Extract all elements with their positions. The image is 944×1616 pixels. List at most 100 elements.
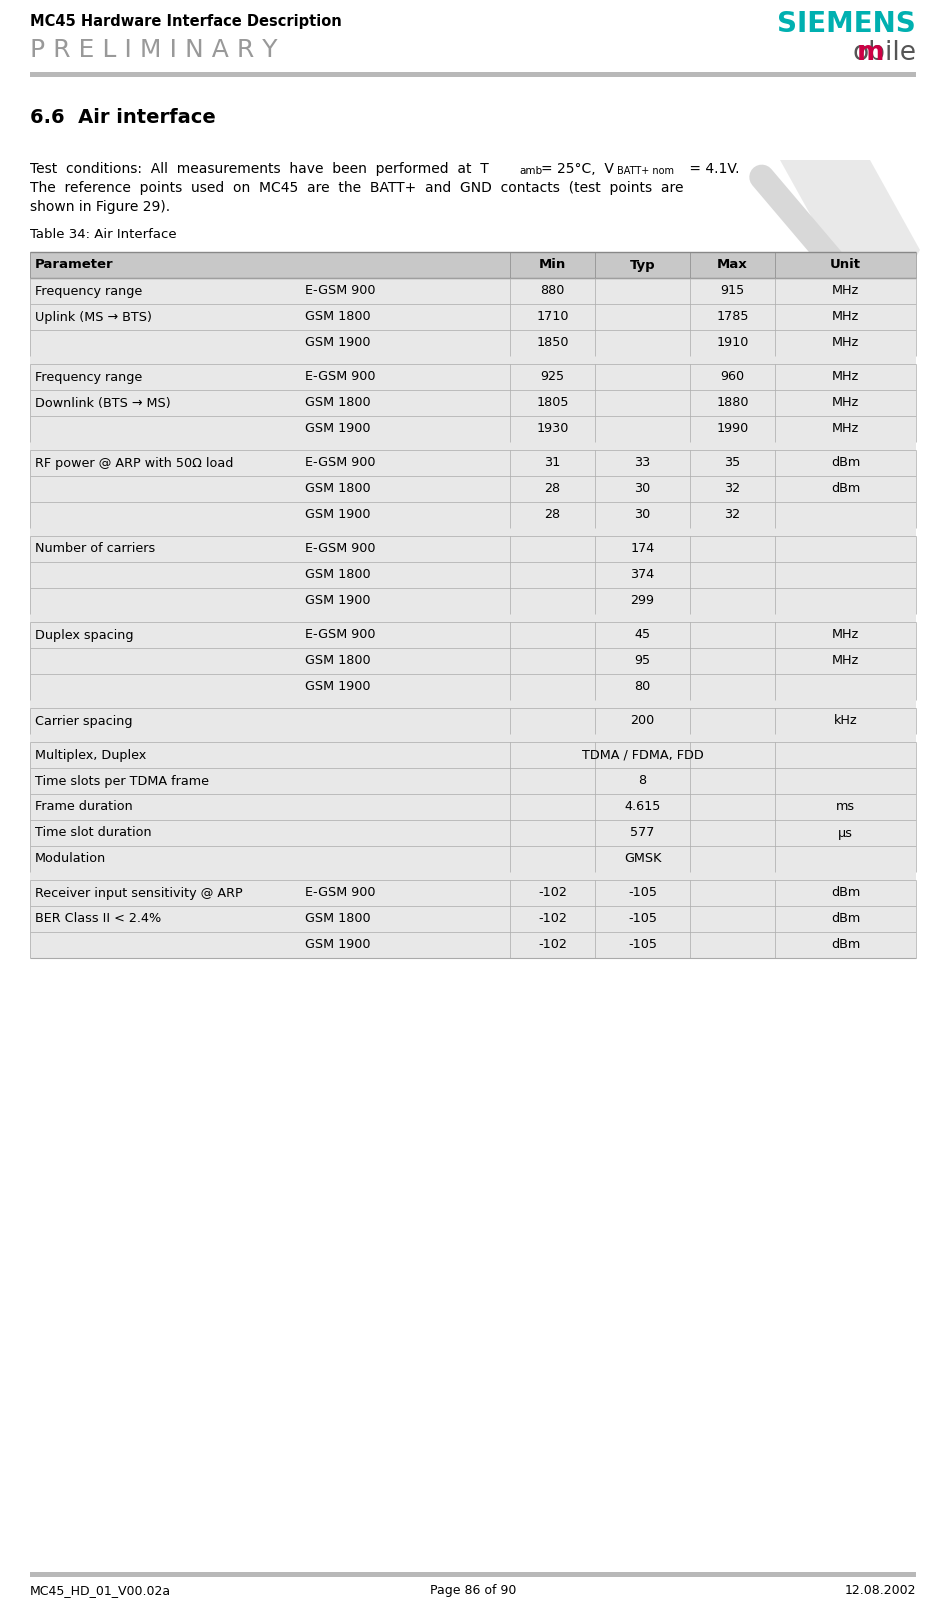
Text: ms: ms	[836, 800, 855, 813]
Text: 8: 8	[638, 774, 647, 787]
Text: GSM 1900: GSM 1900	[305, 509, 370, 522]
Text: Test  conditions:  All  measurements  have  been  performed  at  T: Test conditions: All measurements have b…	[30, 162, 489, 176]
Text: MHz: MHz	[832, 422, 859, 435]
Text: 915: 915	[720, 284, 745, 297]
Text: E-GSM 900: E-GSM 900	[305, 543, 376, 556]
Text: 1880: 1880	[716, 396, 749, 409]
Text: m: m	[857, 40, 885, 66]
Text: Uplink (MS → BTS): Uplink (MS → BTS)	[35, 310, 152, 323]
Bar	[30, 252, 916, 278]
Text: E-GSM 900: E-GSM 900	[305, 370, 376, 383]
Text: 32: 32	[724, 509, 740, 522]
Text: E-GSM 900: E-GSM 900	[305, 629, 376, 642]
Text: Frequency range: Frequency range	[35, 370, 143, 383]
Text: GSM 1800: GSM 1800	[305, 654, 371, 667]
Bar	[30, 73, 916, 78]
Text: Downlink (BTS → MS): Downlink (BTS → MS)	[35, 396, 171, 409]
Text: GSM 1900: GSM 1900	[305, 680, 370, 693]
Text: MHz: MHz	[832, 654, 859, 667]
Text: Receiver input sensitivity @ ARP: Receiver input sensitivity @ ARP	[35, 887, 243, 900]
Text: 1710: 1710	[536, 310, 568, 323]
Text: 1930: 1930	[536, 422, 568, 435]
Text: MHz: MHz	[832, 336, 859, 349]
Text: 28: 28	[545, 483, 561, 496]
Text: Max: Max	[717, 259, 748, 271]
Text: = 4.1V.: = 4.1V.	[685, 162, 739, 176]
Text: 95: 95	[634, 654, 650, 667]
Text: 960: 960	[720, 370, 745, 383]
Text: MHz: MHz	[832, 370, 859, 383]
Text: GSM 1800: GSM 1800	[305, 483, 371, 496]
Text: dBm: dBm	[831, 913, 860, 926]
Text: MC45 Hardware Interface Description: MC45 Hardware Interface Description	[30, 15, 342, 29]
Text: E-GSM 900: E-GSM 900	[305, 284, 376, 297]
Text: 30: 30	[634, 509, 650, 522]
Text: 299: 299	[631, 595, 654, 608]
Text: = 25°C,  V: = 25°C, V	[541, 162, 614, 176]
Text: 30: 30	[634, 483, 650, 496]
Text: Duplex spacing: Duplex spacing	[35, 629, 133, 642]
Text: Multiplex, Duplex: Multiplex, Duplex	[35, 748, 146, 761]
Bar	[30, 1572, 916, 1577]
Text: Frame duration: Frame duration	[35, 800, 133, 813]
Text: 80: 80	[634, 680, 650, 693]
Text: Frequency range: Frequency range	[35, 284, 143, 297]
Text: -102: -102	[538, 939, 567, 952]
Text: Page 86 of 90: Page 86 of 90	[430, 1584, 516, 1597]
Text: 1805: 1805	[536, 396, 568, 409]
Text: Typ: Typ	[630, 259, 655, 271]
Text: -102: -102	[538, 913, 567, 926]
Text: 45: 45	[634, 629, 650, 642]
Text: 6.6  Air interface: 6.6 Air interface	[30, 108, 216, 128]
Text: obile: obile	[852, 40, 916, 66]
Text: shown in Figure 29).: shown in Figure 29).	[30, 200, 170, 213]
Text: Time slot duration: Time slot duration	[35, 826, 152, 839]
Text: GSM 1800: GSM 1800	[305, 396, 371, 409]
Text: BATT+ nom: BATT+ nom	[617, 166, 674, 176]
Text: 12.08.2002: 12.08.2002	[845, 1584, 916, 1597]
Text: The  reference  points  used  on  MC45  are  the  BATT+  and  GND  contacts  (te: The reference points used on MC45 are th…	[30, 181, 683, 196]
Text: 374: 374	[631, 569, 654, 582]
Text: 1910: 1910	[716, 336, 749, 349]
Text: amb: amb	[519, 166, 542, 176]
Text: dBm: dBm	[831, 939, 860, 952]
Text: 35: 35	[724, 456, 741, 470]
Text: Modulation: Modulation	[35, 853, 107, 866]
Text: GSM 1800: GSM 1800	[305, 310, 371, 323]
Text: Number of carriers: Number of carriers	[35, 543, 155, 556]
Text: BER Class II < 2.4%: BER Class II < 2.4%	[35, 913, 161, 926]
Text: 200: 200	[631, 714, 654, 727]
Text: 1785: 1785	[716, 310, 749, 323]
Text: TDMA / FDMA, FDD: TDMA / FDMA, FDD	[582, 748, 703, 761]
Text: 880: 880	[540, 284, 565, 297]
Text: P R E L I M I N A R Y: P R E L I M I N A R Y	[30, 39, 278, 61]
Text: -105: -105	[628, 939, 657, 952]
Text: 32: 32	[724, 483, 740, 496]
Text: 28: 28	[545, 509, 561, 522]
Text: MC45_HD_01_V00.02a: MC45_HD_01_V00.02a	[30, 1584, 171, 1597]
Text: dBm: dBm	[831, 887, 860, 900]
Text: Time slots per TDMA frame: Time slots per TDMA frame	[35, 774, 209, 787]
Text: Carrier spacing: Carrier spacing	[35, 714, 132, 727]
Text: MHz: MHz	[832, 629, 859, 642]
Text: 33: 33	[634, 456, 650, 470]
Text: -105: -105	[628, 913, 657, 926]
Text: Parameter: Parameter	[35, 259, 113, 271]
Text: GSM 1900: GSM 1900	[305, 595, 370, 608]
Text: MHz: MHz	[832, 396, 859, 409]
Text: GSM 1900: GSM 1900	[305, 939, 370, 952]
Text: GSM 1800: GSM 1800	[305, 569, 371, 582]
Text: Unit: Unit	[830, 259, 861, 271]
Polygon shape	[780, 160, 920, 339]
Text: kHz: kHz	[834, 714, 857, 727]
Text: 1990: 1990	[716, 422, 749, 435]
Text: GSM 1800: GSM 1800	[305, 913, 371, 926]
Text: 174: 174	[631, 543, 654, 556]
Text: GMSK: GMSK	[624, 853, 661, 866]
Text: 31: 31	[545, 456, 561, 470]
Text: 1850: 1850	[536, 336, 568, 349]
Text: -102: -102	[538, 887, 567, 900]
Text: Min: Min	[539, 259, 566, 271]
Text: GSM 1900: GSM 1900	[305, 336, 370, 349]
Text: GSM 1900: GSM 1900	[305, 422, 370, 435]
